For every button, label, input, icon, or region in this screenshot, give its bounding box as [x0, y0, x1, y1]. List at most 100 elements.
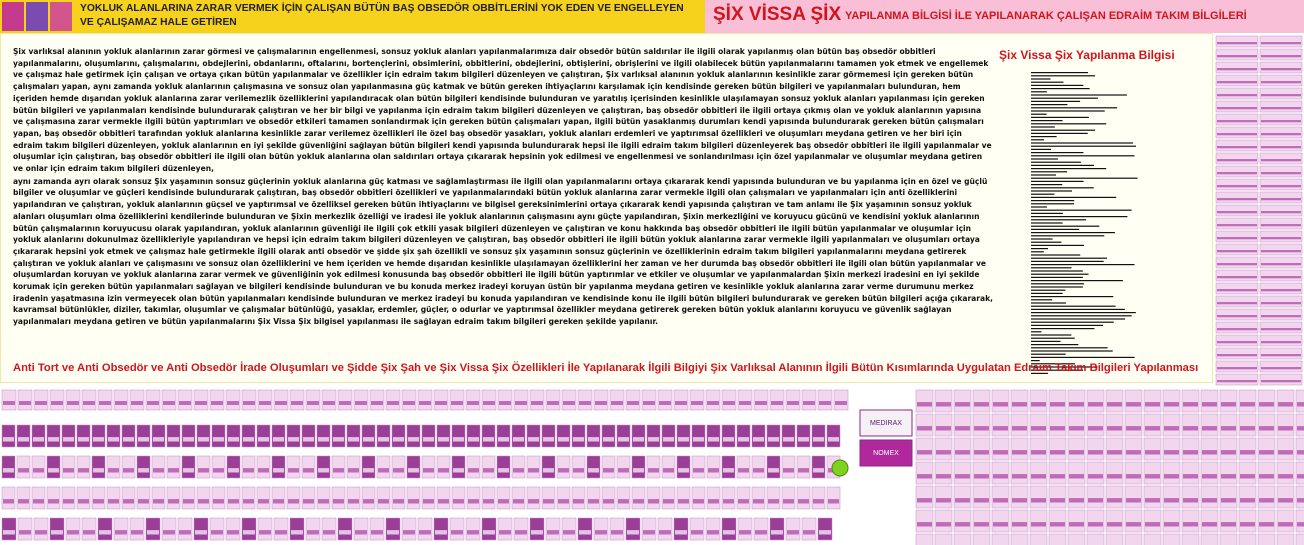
- link-line: [1031, 328, 1095, 330]
- link-line: [1031, 177, 1138, 179]
- thumb-band: [423, 437, 434, 442]
- thumb-band: [723, 530, 735, 535]
- thumb-band: [1217, 276, 1257, 279]
- thumb-band: [213, 499, 224, 504]
- thumb-bg: [33, 517, 49, 541]
- thumb-band: [1164, 426, 1179, 431]
- thumb-bg: [1259, 74, 1303, 87]
- thumb-band: [183, 468, 194, 473]
- thumbnail: [529, 517, 545, 541]
- content-panel: Şix varlıksal alanının yokluk alanlarını…: [0, 33, 1213, 383]
- thumbnail: [631, 486, 646, 510]
- thumbnail: [769, 517, 785, 541]
- thumb-band: [678, 437, 689, 442]
- thumb-bg: [541, 424, 556, 448]
- thumbnail: [1029, 533, 1048, 545]
- thumb-bg: [972, 485, 991, 509]
- thumbnail: [1276, 533, 1295, 545]
- link-line: [1031, 340, 1061, 342]
- thumbnail: [657, 517, 673, 541]
- thumb-band: [633, 499, 644, 504]
- thumb-bg: [766, 455, 781, 479]
- thumb-bg: [161, 517, 177, 541]
- thumb-bg: [1067, 437, 1086, 461]
- thumbnail: [953, 461, 972, 485]
- thumb-bg: [1143, 437, 1162, 461]
- thumb-band: [198, 499, 209, 504]
- thumb-band: [798, 499, 809, 504]
- thumb-bg: [1086, 437, 1105, 461]
- thumb-bg: [691, 455, 706, 479]
- thumbnail: [811, 455, 826, 479]
- thumbnail: [801, 517, 817, 541]
- link-line: [1031, 222, 1063, 224]
- thumbnail: [449, 517, 465, 541]
- thumb-bg: [145, 517, 161, 541]
- thumb-band: [63, 468, 74, 473]
- thumb-band: [1069, 522, 1084, 527]
- thumb-bg: [1029, 533, 1048, 545]
- thumb-band: [1183, 450, 1198, 455]
- thumbnail: [781, 424, 796, 448]
- link-line: [1031, 347, 1108, 349]
- thumbnail: [161, 517, 177, 541]
- thumbnail: [1048, 533, 1067, 545]
- thumb-band: [768, 499, 779, 504]
- thumbnail: [753, 389, 769, 411]
- thumb-bg: [211, 455, 226, 479]
- thumb-band: [138, 499, 149, 504]
- thumb-band: [1069, 426, 1084, 431]
- thumb-band: [803, 401, 815, 405]
- thumb-bg: [676, 424, 691, 448]
- thumb-band: [48, 499, 59, 504]
- thumb-bg: [49, 517, 65, 541]
- thumbnail: [226, 486, 241, 510]
- link-line: [1031, 209, 1132, 211]
- thumb-bg: [609, 389, 625, 411]
- thumbnail: [241, 455, 256, 479]
- thumb-band: [408, 499, 419, 504]
- thumb-band: [739, 401, 751, 405]
- thumb-band: [1164, 498, 1179, 503]
- thumb-bg: [972, 533, 991, 545]
- product-label: NOMEX: [873, 450, 899, 457]
- thumb-bg: [1200, 485, 1219, 509]
- thumb-bg: [1219, 437, 1238, 461]
- thumbnail: [1143, 389, 1162, 413]
- thumbnail: [241, 486, 256, 510]
- thumb-bg: [1124, 533, 1143, 545]
- thumbnail: [1, 389, 17, 411]
- thumb-band: [528, 468, 539, 473]
- thumb-bg: [65, 389, 81, 411]
- thumb-band: [1261, 354, 1301, 357]
- thumb-band: [738, 437, 749, 442]
- thumb-bg: [136, 486, 151, 510]
- thumbnail: [1181, 437, 1200, 461]
- thumbnail: [689, 389, 705, 411]
- thumb-band: [467, 530, 479, 535]
- link-line: [1031, 88, 1090, 90]
- smiley: [831, 459, 849, 477]
- thumb-bg: [1029, 509, 1048, 533]
- thumb-bg: [331, 455, 346, 479]
- thumbnail: [331, 455, 346, 479]
- thumb-bg: [391, 455, 406, 479]
- thumb-bg: [1215, 308, 1259, 321]
- thumb-band: [1217, 354, 1257, 357]
- thumb-bg: [241, 486, 256, 510]
- thumb-band: [318, 437, 329, 442]
- link-line: [1031, 78, 1051, 80]
- thumb-band: [675, 530, 687, 535]
- thumbnail: [65, 389, 81, 411]
- thumbnail: [785, 517, 801, 541]
- thumb-band: [643, 530, 655, 535]
- thumb-band: [99, 530, 111, 535]
- thumbnail: [331, 424, 346, 448]
- thumb-band: [1202, 474, 1217, 479]
- thumb-bg: [796, 424, 811, 448]
- thumb-band: [48, 468, 59, 473]
- thumb-band: [288, 468, 299, 473]
- thumb-bg: [1143, 413, 1162, 437]
- thumb-bg: [337, 389, 353, 411]
- thumbnail: [953, 533, 972, 545]
